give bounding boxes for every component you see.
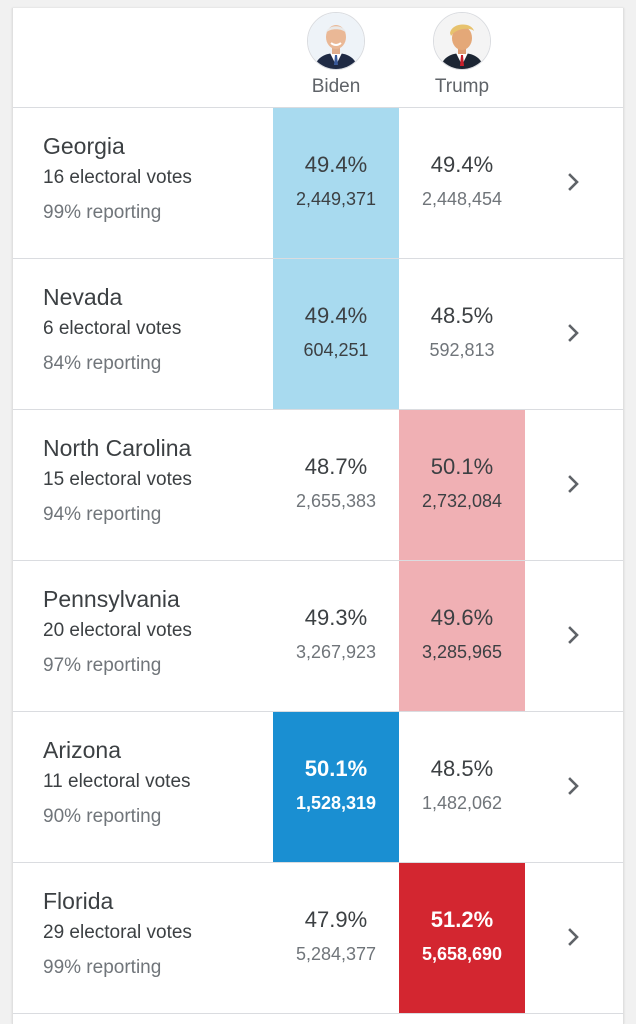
chevron-right-icon[interactable] (561, 321, 585, 345)
trump-result-cell: 49.4% 2,448,454 (399, 108, 525, 258)
biden-percent: 48.7% (304, 454, 368, 479)
state-reporting: 99% reporting (43, 957, 162, 978)
trump-percent: 51.2% (430, 907, 494, 932)
state-electoral-votes: 6 electoral votes (43, 318, 182, 339)
trump-avatar-icon (433, 12, 491, 70)
biden-vote-count: 604,251 (303, 340, 369, 360)
results-card: Biden Trump Georgia 16 electoral votes 99%… (12, 8, 624, 1024)
state-name: Arizona (43, 737, 121, 763)
state-row-florida[interactable]: Florida 29 electoral votes 99% reporting 47… (13, 863, 623, 1014)
state-info: Pennsylvania 20 electoral votes 97% report… (43, 585, 192, 677)
chevron-right-icon[interactable] (561, 925, 585, 949)
trump-vote-count: 2,448,454 (421, 189, 503, 209)
biden-result-cell: 48.7% 2,655,383 (273, 410, 399, 560)
trump-percent: 48.5% (430, 756, 494, 781)
trump-result-cell: 48.5% 1,482,062 (399, 712, 525, 862)
biden-vote-count: 2,655,383 (295, 491, 377, 511)
biden-percent: 50.1% (304, 756, 368, 781)
state-reporting: 97% reporting (43, 655, 162, 676)
biden-result-cell: 49.4% 2,449,371 (273, 108, 399, 258)
state-row-nevada[interactable]: Nevada 6 electoral votes 84% reporting 49.4… (13, 259, 623, 410)
state-reporting: 90% reporting (43, 806, 162, 827)
state-electoral-votes: 20 electoral votes (43, 620, 192, 641)
biden-vote-count: 2,449,371 (295, 189, 377, 209)
state-row-north-carolina[interactable]: North Carolina 15 electoral votes 94% repo… (13, 410, 623, 561)
state-name: Nevada (43, 284, 123, 310)
biden-result-cell: 47.9% 5,284,377 (273, 863, 399, 1013)
biden-percent: 49.4% (304, 303, 368, 328)
state-name: North Carolina (43, 435, 192, 461)
state-row-pennsylvania[interactable]: Pennsylvania 20 electoral votes 97% report… (13, 561, 623, 712)
trump-vote-count: 3,285,965 (421, 642, 503, 662)
candidate-name-trump: Trump (434, 76, 490, 97)
state-reporting: 99% reporting (43, 202, 162, 223)
trump-result-cell: 48.5% 592,813 (399, 259, 525, 409)
biden-vote-count: 1,528,319 (295, 793, 377, 813)
candidate-trump: Trump (399, 8, 525, 98)
trump-result-cell: 49.6% 3,285,965 (399, 561, 525, 711)
biden-result-cell: 50.1% 1,528,319 (273, 712, 399, 862)
trump-result-cell: 50.1% 2,732,084 (399, 410, 525, 560)
state-info: Arizona 11 electoral votes 90% reporting (43, 736, 191, 828)
trump-vote-count: 5,658,690 (421, 944, 503, 964)
trump-vote-count: 592,813 (429, 340, 495, 360)
candidate-name-biden: Biden (311, 76, 361, 97)
state-info: North Carolina 15 electoral votes 94% repo… (43, 434, 192, 526)
biden-percent: 47.9% (304, 907, 368, 932)
state-reporting: 84% reporting (43, 353, 162, 374)
biden-percent: 49.4% (304, 152, 368, 177)
trump-percent: 50.1% (430, 454, 494, 479)
state-name: Florida (43, 888, 114, 914)
trump-result-cell: 51.2% 5,658,690 (399, 863, 525, 1013)
state-electoral-votes: 29 electoral votes (43, 922, 192, 943)
state-row-georgia[interactable]: Georgia 16 electoral votes 99% reporting 49… (13, 108, 623, 259)
state-info: Nevada 6 electoral votes 84% reporting (43, 283, 181, 375)
trump-percent: 48.5% (430, 303, 494, 328)
biden-result-cell: 49.3% 3,267,923 (273, 561, 399, 711)
trump-percent: 49.6% (430, 605, 494, 630)
state-name: Pennsylvania (43, 586, 180, 612)
trump-percent: 49.4% (430, 152, 494, 177)
state-info: Georgia 16 electoral votes 99% reporting (43, 132, 192, 224)
state-electoral-votes: 16 electoral votes (43, 167, 192, 188)
biden-avatar-icon (307, 12, 365, 70)
results-header: Biden Trump (13, 8, 623, 108)
chevron-right-icon[interactable] (561, 170, 585, 194)
state-row-arizona[interactable]: Arizona 11 electoral votes 90% reporting 50… (13, 712, 623, 863)
biden-vote-count: 5,284,377 (295, 944, 377, 964)
state-reporting: 94% reporting (43, 504, 162, 525)
chevron-right-icon[interactable] (561, 472, 585, 496)
state-electoral-votes: 11 electoral votes (43, 771, 191, 792)
candidate-biden: Biden (273, 8, 399, 98)
state-info: Florida 29 electoral votes 99% reporting (43, 887, 192, 979)
state-name: Georgia (43, 133, 125, 159)
state-electoral-votes: 15 electoral votes (43, 469, 192, 490)
chevron-right-icon[interactable] (561, 774, 585, 798)
biden-result-cell: 49.4% 604,251 (273, 259, 399, 409)
biden-vote-count: 3,267,923 (295, 642, 377, 662)
chevron-right-icon[interactable] (561, 623, 585, 647)
trump-vote-count: 1,482,062 (421, 793, 503, 813)
trump-vote-count: 2,732,084 (421, 491, 503, 511)
biden-percent: 49.3% (304, 605, 368, 630)
